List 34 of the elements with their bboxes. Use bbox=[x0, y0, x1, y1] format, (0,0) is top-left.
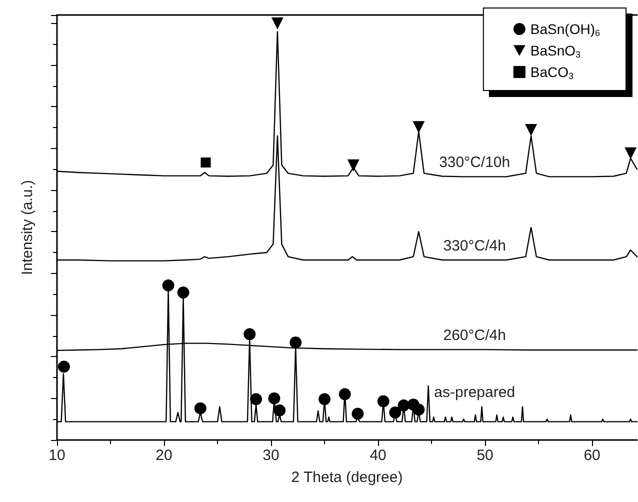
y-axis-title: Intensity (a.u.) bbox=[19, 180, 36, 276]
x-tick-label: 40 bbox=[370, 447, 386, 464]
point bbox=[318, 393, 331, 406]
series-label: 330°C/4h bbox=[443, 238, 506, 254]
series-label: 330°C/10h bbox=[439, 154, 510, 172]
point bbox=[268, 392, 280, 404]
x-tick-label: 50 bbox=[476, 447, 494, 464]
point bbox=[162, 279, 174, 292]
point bbox=[338, 388, 351, 400]
point bbox=[271, 17, 284, 30]
x-tick-label: 30 bbox=[262, 447, 280, 464]
x-tick-label: 20 bbox=[156, 447, 172, 464]
x-tick-label: 60 bbox=[584, 447, 600, 464]
point bbox=[58, 360, 70, 373]
series-label: 260°C/4h bbox=[443, 327, 506, 344]
series-label: as-prepared bbox=[434, 384, 516, 402]
point bbox=[194, 402, 206, 414]
point bbox=[290, 336, 302, 348]
point bbox=[347, 159, 360, 172]
point bbox=[274, 404, 286, 416]
point bbox=[244, 328, 256, 340]
point bbox=[177, 286, 190, 298]
point bbox=[624, 147, 637, 160]
point bbox=[412, 121, 425, 134]
point bbox=[200, 158, 211, 168]
x-tick-label: 10 bbox=[48, 447, 66, 464]
point bbox=[377, 395, 390, 408]
point bbox=[525, 124, 538, 136]
point bbox=[398, 399, 410, 412]
point bbox=[412, 404, 425, 416]
x-axis-title: 2 Theta (degree) bbox=[291, 469, 403, 486]
point bbox=[250, 393, 262, 406]
point bbox=[352, 408, 364, 420]
point bbox=[389, 406, 402, 418]
